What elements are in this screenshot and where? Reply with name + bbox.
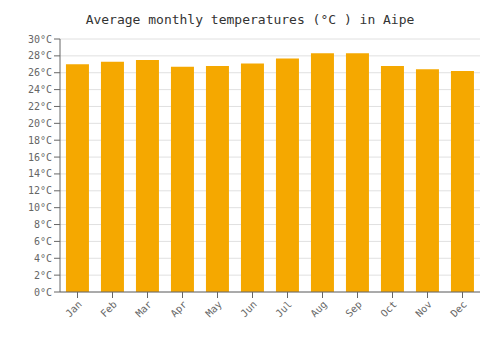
svg-text:6°C: 6°C — [34, 236, 52, 247]
html-text:Average monthly temperatures (: Average monthly temperatures (°C ) in Ai… — [85, 12, 415, 27]
svg-text:Jan: Jan — [63, 299, 84, 320]
svg-text:May: May — [203, 299, 224, 320]
svg-text:Aug: Aug — [308, 299, 329, 320]
svg-text:2°C: 2°C — [34, 270, 52, 281]
svg-text:Sep: Sep — [343, 299, 364, 320]
svg-text:10°C: 10°C — [28, 202, 52, 213]
svg-text:22°C: 22°C — [28, 101, 52, 112]
svg-text:Mar: Mar — [133, 299, 154, 320]
svg-text:28°C: 28°C — [28, 50, 52, 61]
svg-text:26°C: 26°C — [28, 67, 52, 78]
svg-text:Oct: Oct — [378, 299, 399, 320]
svg-text:Dec: Dec — [448, 299, 469, 320]
svg-text:Jun: Jun — [238, 299, 259, 320]
svg-text:14°C: 14°C — [28, 168, 52, 179]
svg-text:30°C: 30°C — [28, 34, 52, 45]
svg-text:18°C: 18°C — [28, 135, 52, 146]
svg-text:8°C: 8°C — [34, 219, 52, 230]
svg-text:12°C: 12°C — [28, 185, 52, 196]
svg-text:16°C: 16°C — [28, 152, 52, 163]
svg-text:Nov: Nov — [413, 299, 434, 320]
svg-text:Jul: Jul — [273, 299, 294, 320]
svg-text:0°C: 0°C — [34, 287, 52, 298]
svg-text:4°C: 4°C — [34, 253, 52, 264]
svg-text:Apr: Apr — [168, 299, 189, 320]
svg-text:20°C: 20°C — [28, 118, 52, 129]
svg-text:Feb: Feb — [98, 299, 119, 320]
svg-text:24°C: 24°C — [28, 84, 52, 95]
